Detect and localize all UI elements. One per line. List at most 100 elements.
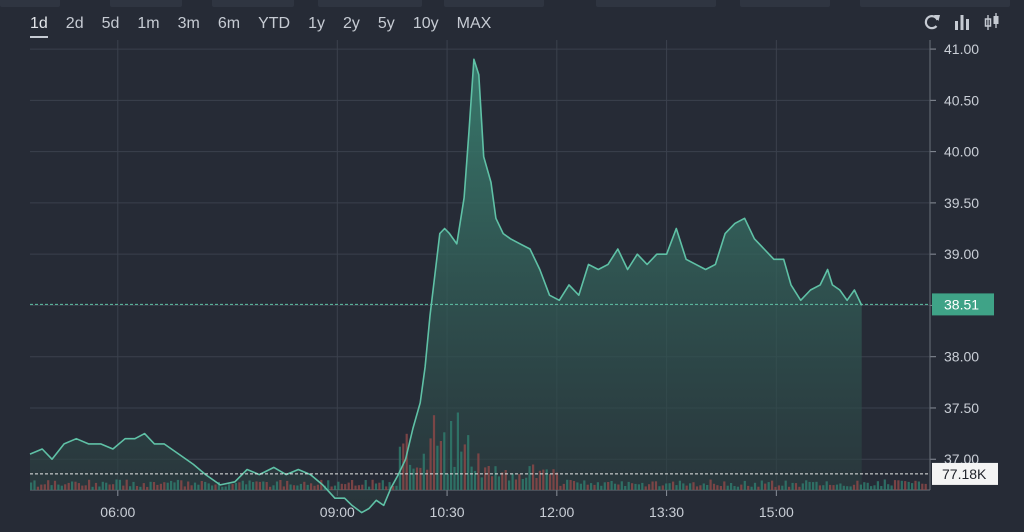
volume-bar — [132, 481, 135, 490]
volume-bar — [491, 476, 494, 490]
range-button-max[interactable]: MAX — [456, 15, 492, 32]
refresh-icon[interactable] — [922, 12, 942, 32]
volume-bar — [180, 480, 183, 490]
volume-bar — [91, 486, 94, 490]
volume-bar — [808, 481, 811, 490]
volume-bar — [190, 485, 193, 490]
range-button-ytd[interactable]: YTD — [258, 15, 291, 32]
volume-bar — [525, 477, 528, 490]
volume-bar — [50, 485, 53, 490]
volume-bar — [310, 483, 313, 490]
volume-bar — [702, 483, 705, 490]
volume-bar — [572, 481, 576, 490]
volume-bar — [183, 486, 186, 490]
volume-bar — [812, 482, 815, 490]
volume-bar — [139, 486, 142, 490]
volume-bar — [699, 485, 702, 490]
range-button-3m[interactable]: 3m — [177, 15, 200, 32]
range-button-1y[interactable]: 1y — [308, 15, 325, 32]
volume-bar — [829, 484, 832, 490]
volume-bar — [552, 469, 555, 490]
volume-bar — [272, 485, 275, 490]
volume-bar — [634, 483, 637, 490]
volume-bar — [221, 486, 224, 490]
volume-bar — [709, 479, 712, 490]
range-button-1d[interactable]: 1d — [30, 14, 48, 38]
volume-bar — [620, 481, 623, 490]
volume-bar — [542, 469, 545, 490]
volume-bar — [193, 482, 197, 490]
volume-bar — [228, 484, 231, 490]
volume-bar — [757, 486, 760, 490]
volume-bar — [108, 484, 111, 490]
volume-bar — [764, 483, 767, 490]
volume-bar — [385, 486, 388, 490]
candlestick-icon[interactable] — [982, 12, 1002, 32]
x-tick-label: 13:30 — [649, 504, 684, 520]
volume-bar — [791, 482, 794, 490]
volume-bar — [781, 485, 784, 490]
volume-bar — [730, 483, 733, 490]
volume-bar — [374, 483, 378, 490]
volume-bar — [917, 481, 920, 490]
volume-bar — [849, 486, 852, 490]
volume-bar — [217, 482, 220, 490]
volume-bar — [825, 481, 828, 490]
y-tick-label: 40.50 — [944, 92, 979, 108]
volume-bar — [473, 470, 477, 490]
volume-bar — [583, 480, 586, 490]
volume-bar — [149, 481, 152, 490]
volume-bar — [112, 484, 115, 490]
volume-bar — [74, 481, 77, 490]
volume-bar — [613, 483, 617, 490]
volume-bar — [224, 486, 227, 490]
volume-bar — [381, 480, 384, 490]
volume-bar — [487, 466, 490, 490]
x-tick-label: 06:00 — [100, 504, 135, 520]
x-tick-label: 09:00 — [320, 504, 355, 520]
volume-bar — [579, 483, 582, 490]
volume-bar — [231, 484, 234, 490]
volume-bar — [624, 486, 627, 490]
volume-bar — [863, 482, 866, 490]
volume-bar — [914, 480, 917, 490]
volume-bar — [658, 486, 661, 490]
range-button-10y[interactable]: 10y — [412, 15, 439, 32]
volume-bar — [549, 474, 552, 490]
range-button-5d[interactable]: 5d — [101, 15, 120, 32]
volume-bar — [320, 479, 323, 490]
volume-bar — [398, 446, 401, 490]
volume-bar — [60, 485, 63, 490]
volume-bar — [388, 482, 391, 490]
volume-bar — [651, 481, 654, 490]
volume-bar — [361, 484, 364, 490]
volume-bar — [446, 473, 449, 490]
volume-bar — [846, 486, 849, 490]
volume-bar — [125, 479, 128, 490]
volume-bar — [351, 480, 354, 490]
volume-bar — [627, 481, 630, 490]
volume-bar — [719, 486, 722, 490]
range-button-2d[interactable]: 2d — [65, 15, 84, 32]
volume-bar — [204, 481, 207, 490]
volume-bar — [631, 483, 634, 490]
range-button-6m[interactable]: 6m — [217, 15, 241, 32]
volume-bar — [88, 479, 91, 490]
volume-bar — [668, 483, 671, 490]
volume-bar — [364, 480, 367, 490]
volume-bar — [607, 482, 610, 490]
volume-bar — [784, 480, 787, 490]
volume-bar — [798, 486, 801, 490]
range-button-1m[interactable]: 1m — [137, 15, 160, 32]
volume-bar — [378, 482, 381, 490]
volume-bar — [740, 484, 743, 490]
range-button-5y[interactable]: 5y — [377, 15, 395, 32]
volume-bar — [402, 443, 405, 490]
volume-bar — [265, 482, 268, 490]
volume-bar — [234, 483, 238, 490]
volume-bar — [897, 480, 900, 490]
range-button-2y[interactable]: 2y — [343, 15, 360, 32]
bar-chart-icon[interactable] — [952, 12, 972, 32]
volume-bar — [258, 481, 261, 490]
